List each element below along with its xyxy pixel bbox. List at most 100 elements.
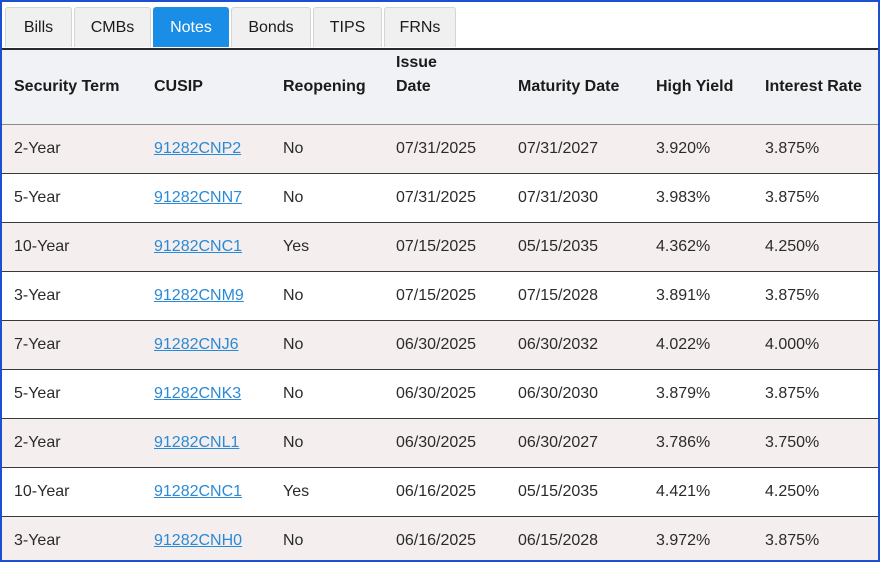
table-row: 10-Year 91282CNC1 Yes 07/15/2025 05/15/2…	[2, 222, 878, 272]
cell-reopening: Yes	[271, 467, 384, 517]
cell-cusip: 91282CNC1	[142, 222, 271, 272]
cell-security-term: 7-Year	[2, 320, 142, 370]
cusip-link[interactable]: 91282CNC1	[154, 483, 243, 500]
table-row: 10-Year 91282CNC1 Yes 06/16/2025 05/15/2…	[2, 467, 878, 517]
column-header-cusip[interactable]: CUSIP	[142, 50, 271, 125]
cell-maturity-date: 06/15/2028	[506, 516, 644, 560]
tab-notes[interactable]: Notes	[153, 7, 229, 47]
cell-maturity-date: 07/31/2027	[506, 124, 644, 174]
cell-maturity-date: 07/15/2028	[506, 271, 644, 321]
cell-security-term: 2-Year	[2, 418, 142, 468]
cell-reopening: No	[271, 418, 384, 468]
issue-date-header-line-2: Date	[396, 78, 431, 95]
cell-issue-date: 06/30/2025	[384, 418, 506, 468]
cusip-link[interactable]: 91282CNL1	[154, 434, 240, 451]
table-row: 7-Year 91282CNJ6 No 06/30/2025 06/30/203…	[2, 320, 878, 370]
cusip-link[interactable]: 91282CNC1	[154, 238, 243, 255]
cell-maturity-date: 06/30/2030	[506, 369, 644, 419]
cell-cusip: 91282CNP2	[142, 124, 271, 174]
cell-high-yield: 3.983%	[644, 173, 753, 223]
cell-interest-rate: 4.250%	[753, 467, 878, 517]
cell-high-yield: 4.421%	[644, 467, 753, 517]
column-header-interest-rate[interactable]: Interest Rate	[753, 50, 878, 125]
cell-high-yield: 3.879%	[644, 369, 753, 419]
cell-cusip: 91282CNK3	[142, 369, 271, 419]
column-header-security-term[interactable]: Security Term	[2, 50, 142, 125]
cell-cusip: 91282CNN7	[142, 173, 271, 223]
cell-issue-date: 06/16/2025	[384, 516, 506, 560]
table-row: 2-Year 91282CNP2 No 07/31/2025 07/31/202…	[2, 124, 878, 174]
cell-maturity-date: 06/30/2032	[506, 320, 644, 370]
cell-security-term: 10-Year	[2, 222, 142, 272]
cell-security-term: 5-Year	[2, 173, 142, 223]
cell-maturity-date: 05/15/2035	[506, 467, 644, 517]
cusip-link[interactable]: 91282CNH0	[154, 532, 243, 549]
cell-interest-rate: 3.875%	[753, 516, 878, 560]
cell-reopening: No	[271, 173, 384, 223]
cell-maturity-date: 06/30/2027	[506, 418, 644, 468]
column-header-high-yield[interactable]: High Yield	[644, 50, 753, 125]
column-header-issue-date[interactable]: Issue Date	[384, 50, 506, 125]
cell-security-term: 3-Year	[2, 271, 142, 321]
cell-issue-date: 06/30/2025	[384, 320, 506, 370]
cell-issue-date: 07/15/2025	[384, 271, 506, 321]
cell-high-yield: 4.022%	[644, 320, 753, 370]
cell-interest-rate: 3.750%	[753, 418, 878, 468]
cell-security-term: 10-Year	[2, 467, 142, 517]
table-row: 3-Year 91282CNM9 No 07/15/2025 07/15/202…	[2, 271, 878, 321]
cell-cusip: 91282CNM9	[142, 271, 271, 321]
cell-cusip: 91282CNL1	[142, 418, 271, 468]
cell-interest-rate: 3.875%	[753, 173, 878, 223]
issue-date-header-line-1: Issue	[396, 54, 437, 71]
cusip-link[interactable]: 91282CNP2	[154, 140, 242, 157]
column-header-maturity-date[interactable]: Maturity Date	[506, 50, 644, 125]
cell-issue-date: 06/16/2025	[384, 467, 506, 517]
tab-frns[interactable]: FRNs	[384, 7, 456, 47]
cell-high-yield: 3.920%	[644, 124, 753, 174]
table-row: 5-Year 91282CNN7 No 07/31/2025 07/31/203…	[2, 173, 878, 223]
tab-bills[interactable]: Bills	[5, 7, 72, 47]
cell-security-term: 3-Year	[2, 516, 142, 560]
cell-maturity-date: 05/15/2035	[506, 222, 644, 272]
cell-cusip: 91282CNC1	[142, 467, 271, 517]
cell-interest-rate: 4.250%	[753, 222, 878, 272]
cell-cusip: 91282CNH0	[142, 516, 271, 560]
cell-reopening: No	[271, 369, 384, 419]
cusip-link[interactable]: 91282CNJ6	[154, 336, 239, 353]
security-type-tabs: Bills CMBs Notes Bonds TIPS FRNs	[5, 7, 458, 49]
tab-tips[interactable]: TIPS	[313, 7, 382, 47]
cell-reopening: No	[271, 124, 384, 174]
tab-divider	[2, 48, 878, 50]
cell-interest-rate: 4.000%	[753, 320, 878, 370]
cell-issue-date: 07/31/2025	[384, 124, 506, 174]
table-header-row: Security Term CUSIP Reopening Issue Date …	[2, 50, 878, 125]
cell-high-yield: 3.891%	[644, 271, 753, 321]
cell-reopening: No	[271, 271, 384, 321]
cell-reopening: No	[271, 320, 384, 370]
cell-interest-rate: 3.875%	[753, 271, 878, 321]
tab-bonds[interactable]: Bonds	[231, 7, 311, 47]
cell-maturity-date: 07/31/2030	[506, 173, 644, 223]
notes-auction-table: Security Term CUSIP Reopening Issue Date …	[2, 50, 878, 560]
cell-interest-rate: 3.875%	[753, 124, 878, 174]
cell-reopening: No	[271, 516, 384, 560]
tab-cmbs[interactable]: CMBs	[74, 7, 151, 47]
cell-issue-date: 07/15/2025	[384, 222, 506, 272]
cell-issue-date: 06/30/2025	[384, 369, 506, 419]
cell-security-term: 5-Year	[2, 369, 142, 419]
cusip-link[interactable]: 91282CNN7	[154, 189, 243, 206]
cell-cusip: 91282CNJ6	[142, 320, 271, 370]
cell-high-yield: 3.972%	[644, 516, 753, 560]
table-row: 3-Year 91282CNH0 No 06/16/2025 06/15/202…	[2, 516, 878, 560]
cell-issue-date: 07/31/2025	[384, 173, 506, 223]
table-row: 2-Year 91282CNL1 No 06/30/2025 06/30/202…	[2, 418, 878, 468]
cell-security-term: 2-Year	[2, 124, 142, 174]
column-header-reopening[interactable]: Reopening	[271, 50, 384, 125]
cell-high-yield: 4.362%	[644, 222, 753, 272]
cusip-link[interactable]: 91282CNK3	[154, 385, 242, 402]
table-row: 5-Year 91282CNK3 No 06/30/2025 06/30/203…	[2, 369, 878, 419]
cell-reopening: Yes	[271, 222, 384, 272]
cell-high-yield: 3.786%	[644, 418, 753, 468]
cusip-link[interactable]: 91282CNM9	[154, 287, 244, 304]
